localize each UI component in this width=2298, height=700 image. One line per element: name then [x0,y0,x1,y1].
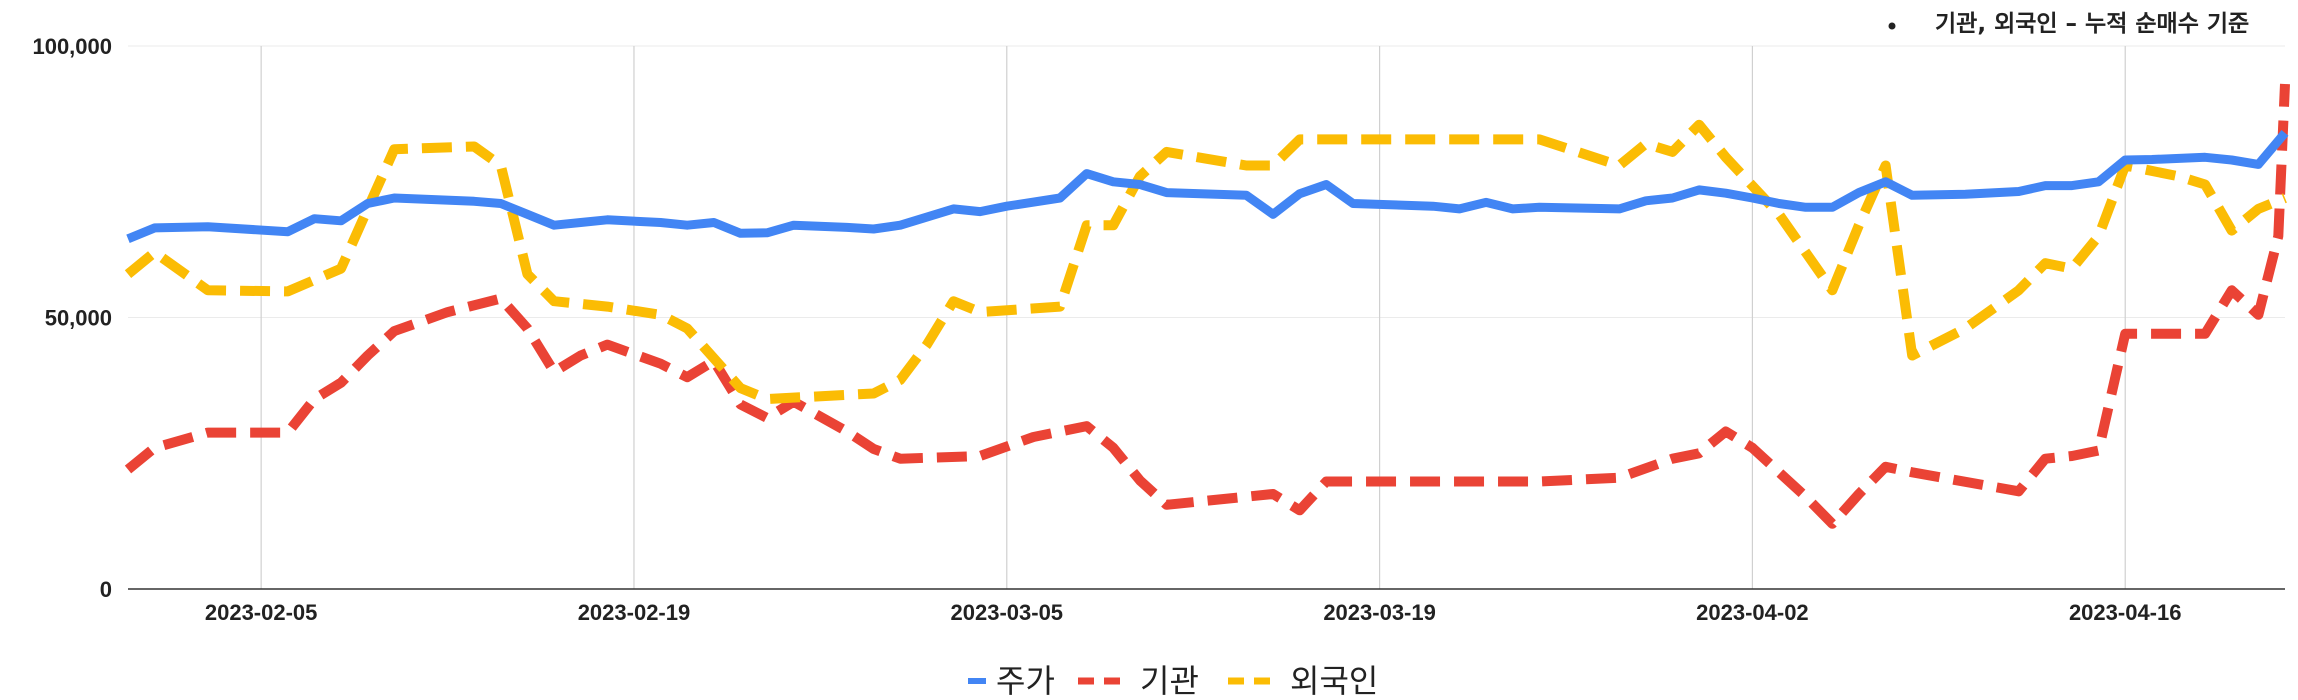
legend-label: 주가 [996,662,1055,700]
y-tick-label: 0 [100,577,112,602]
axes: 0 50,000 100,000 2023-02-05 2023-02-19 2023-0… [32,34,2285,625]
legend-label: 기관 [1140,662,1199,700]
x-tick-label: 2023-03-19 [1323,600,1436,625]
x-tick-label: 2023-02-05 [205,600,318,625]
series-line-foreign [124,119,2287,404]
legend-item: 주가 [968,662,1055,700]
legend: 주가 기관 외국인 [968,662,1378,700]
x-tick-label: 2023-04-02 [1696,600,1809,625]
legend-label: 외국인 [1290,662,1378,700]
x-tick-label: 2023-04-16 [2069,600,2182,625]
series-line-price [126,129,2289,243]
annotation: 기관, 외국인 – 누적 순매수 기준 [1888,11,2249,37]
series-lines [124,83,2290,529]
y-tick-label: 100,000 [32,34,112,59]
x-tick-label: 2023-02-19 [578,600,691,625]
y-tick-label: 50,000 [45,306,112,331]
legend-item: 외국인 [1228,662,1378,700]
x-tick-label: 2023-03-05 [951,600,1064,625]
legend-item: 기관 [1078,662,1199,700]
annotation-text: 기관, 외국인 – 누적 순매수 기준 [1935,11,2249,37]
gridlines [128,45,2285,589]
series-line-institution [124,83,2290,529]
annotation-bullet [1888,22,1896,30]
